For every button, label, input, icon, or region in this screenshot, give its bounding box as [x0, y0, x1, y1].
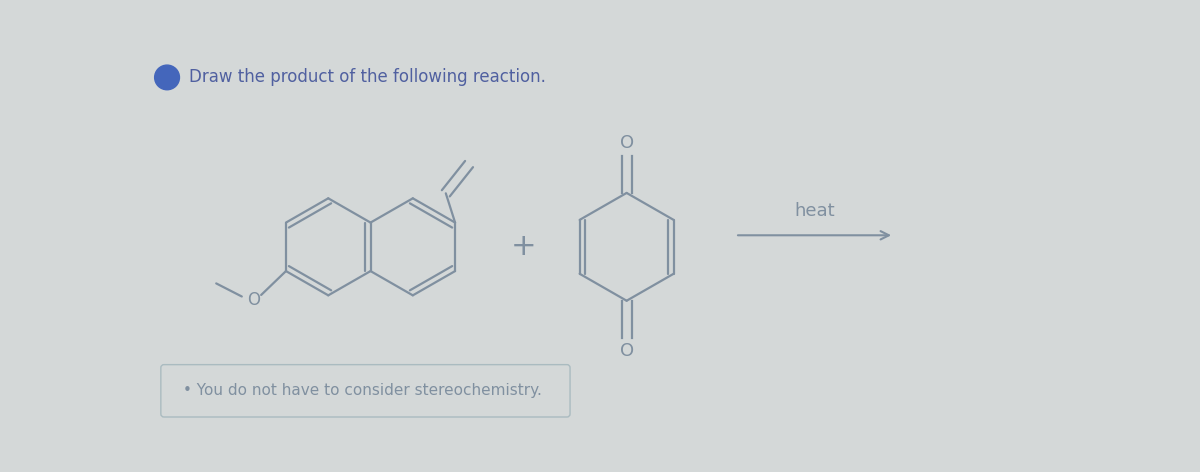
Text: +: +: [511, 232, 536, 261]
Text: a: a: [162, 70, 172, 84]
FancyBboxPatch shape: [161, 365, 570, 417]
Text: • You do not have to consider stereochemistry.: • You do not have to consider stereochem…: [184, 383, 542, 398]
Circle shape: [155, 65, 180, 90]
Text: heat: heat: [794, 202, 835, 220]
Text: O: O: [619, 134, 634, 152]
Text: O: O: [247, 291, 260, 309]
Text: Draw the product of the following reaction.: Draw the product of the following reacti…: [188, 67, 546, 85]
Text: O: O: [619, 342, 634, 360]
